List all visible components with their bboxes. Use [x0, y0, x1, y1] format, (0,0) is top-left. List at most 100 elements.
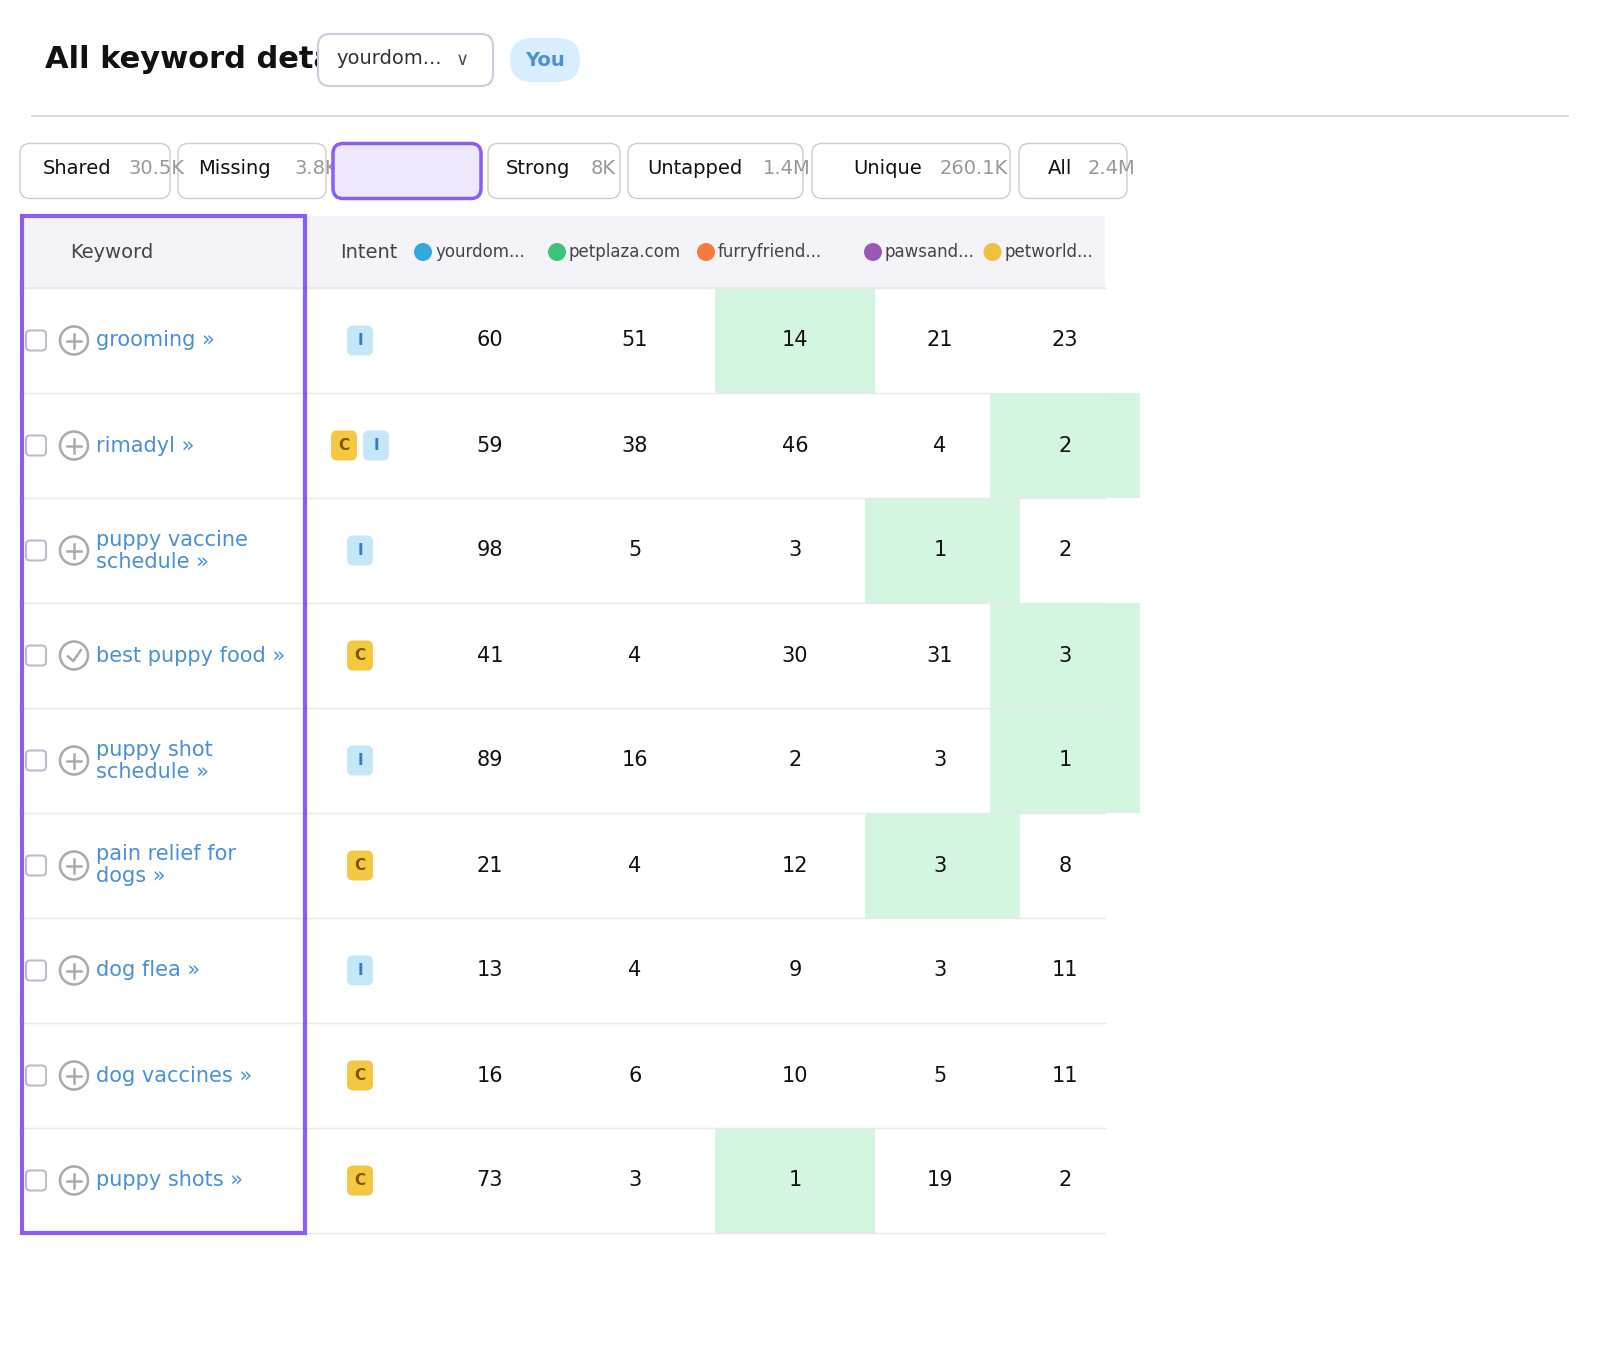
Text: 10: 10 — [782, 1066, 808, 1086]
FancyBboxPatch shape — [178, 144, 326, 198]
Text: Weak: Weak — [358, 160, 419, 179]
Bar — [715, 287, 875, 393]
Text: 3: 3 — [789, 541, 802, 560]
Text: 11: 11 — [1051, 1066, 1078, 1086]
Text: I: I — [357, 963, 363, 978]
Text: 51: 51 — [622, 331, 648, 350]
Bar — [715, 1128, 875, 1233]
Bar — [19, 603, 1106, 708]
Text: 8: 8 — [1059, 856, 1072, 876]
Text: pain relief for: pain relief for — [96, 845, 237, 865]
FancyBboxPatch shape — [318, 34, 493, 85]
Text: 13: 13 — [477, 960, 504, 980]
Text: 98: 98 — [477, 541, 504, 560]
Text: 5: 5 — [629, 541, 642, 560]
Text: 1: 1 — [1058, 750, 1072, 770]
Text: 41: 41 — [477, 645, 504, 666]
Text: 1: 1 — [933, 541, 947, 560]
Text: 19: 19 — [926, 1170, 954, 1191]
Bar — [19, 393, 1106, 498]
FancyBboxPatch shape — [363, 430, 389, 461]
Text: 2: 2 — [1058, 435, 1072, 456]
Text: Missing: Missing — [198, 160, 270, 179]
Text: 1: 1 — [789, 1170, 802, 1191]
Bar — [19, 216, 1106, 287]
Bar — [19, 498, 1106, 603]
Text: 60: 60 — [477, 331, 504, 350]
FancyBboxPatch shape — [347, 850, 373, 880]
Text: All: All — [1048, 160, 1072, 179]
Text: puppy shot: puppy shot — [96, 739, 213, 759]
Text: yourdom...: yourdom... — [336, 49, 442, 68]
FancyBboxPatch shape — [26, 856, 46, 876]
FancyBboxPatch shape — [813, 144, 1010, 198]
FancyBboxPatch shape — [333, 144, 482, 198]
Text: 16: 16 — [622, 750, 648, 770]
Text: 73: 73 — [477, 1170, 504, 1191]
Text: 2: 2 — [789, 750, 802, 770]
FancyBboxPatch shape — [1019, 144, 1126, 198]
Text: 38: 38 — [622, 435, 648, 456]
Text: 16: 16 — [477, 1066, 504, 1086]
Text: Untapped: Untapped — [646, 160, 742, 179]
Text: petworld...: petworld... — [1005, 243, 1093, 260]
Text: 4: 4 — [629, 645, 642, 666]
Text: dog vaccines »: dog vaccines » — [96, 1066, 253, 1086]
Text: 11: 11 — [1051, 960, 1078, 980]
Text: 46: 46 — [782, 435, 808, 456]
Text: 8K: 8K — [590, 160, 614, 179]
FancyBboxPatch shape — [26, 960, 46, 980]
FancyBboxPatch shape — [19, 144, 170, 198]
FancyBboxPatch shape — [26, 1066, 46, 1086]
Text: 3: 3 — [933, 960, 947, 980]
Text: C: C — [339, 438, 349, 453]
Text: Unique: Unique — [853, 160, 922, 179]
Bar — [19, 1022, 1106, 1128]
Text: schedule »: schedule » — [96, 762, 210, 781]
FancyBboxPatch shape — [347, 1060, 373, 1090]
FancyBboxPatch shape — [347, 956, 373, 986]
FancyBboxPatch shape — [26, 541, 46, 560]
Text: I: I — [357, 334, 363, 348]
Text: Strong: Strong — [506, 160, 570, 179]
FancyBboxPatch shape — [347, 325, 373, 355]
Text: 3: 3 — [629, 1170, 642, 1191]
Text: I: I — [357, 542, 363, 559]
FancyBboxPatch shape — [510, 38, 579, 81]
Circle shape — [414, 243, 432, 260]
Text: C: C — [355, 648, 365, 663]
Circle shape — [698, 243, 715, 260]
Bar — [19, 814, 1106, 918]
FancyBboxPatch shape — [331, 430, 357, 461]
Text: Intent: Intent — [339, 243, 397, 262]
Text: dogs »: dogs » — [96, 866, 165, 887]
Text: 21: 21 — [926, 331, 954, 350]
Text: pawsand...: pawsand... — [885, 243, 974, 260]
FancyBboxPatch shape — [347, 536, 373, 565]
Text: 23: 23 — [1051, 331, 1078, 350]
Text: 3: 3 — [933, 750, 947, 770]
Text: 4: 4 — [629, 960, 642, 980]
Text: 4: 4 — [933, 435, 947, 456]
Bar — [866, 814, 1021, 918]
Text: 14: 14 — [782, 331, 808, 350]
FancyBboxPatch shape — [26, 750, 46, 770]
Text: C: C — [355, 858, 365, 873]
FancyBboxPatch shape — [627, 144, 803, 198]
Circle shape — [864, 243, 882, 260]
Text: puppy shots »: puppy shots » — [96, 1170, 243, 1191]
Text: 31: 31 — [926, 645, 954, 666]
Text: 3: 3 — [933, 856, 947, 876]
Text: 3: 3 — [1058, 645, 1072, 666]
FancyBboxPatch shape — [488, 144, 621, 198]
Bar — [990, 708, 1139, 814]
Text: puppy vaccine: puppy vaccine — [96, 529, 248, 549]
FancyBboxPatch shape — [347, 640, 373, 670]
Bar — [19, 287, 1106, 393]
Text: Keyword: Keyword — [70, 243, 154, 262]
Text: All keyword details for:: All keyword details for: — [45, 46, 445, 75]
Bar — [19, 918, 1106, 1022]
Text: 5: 5 — [933, 1066, 947, 1086]
FancyBboxPatch shape — [26, 1170, 46, 1191]
FancyBboxPatch shape — [26, 331, 46, 350]
